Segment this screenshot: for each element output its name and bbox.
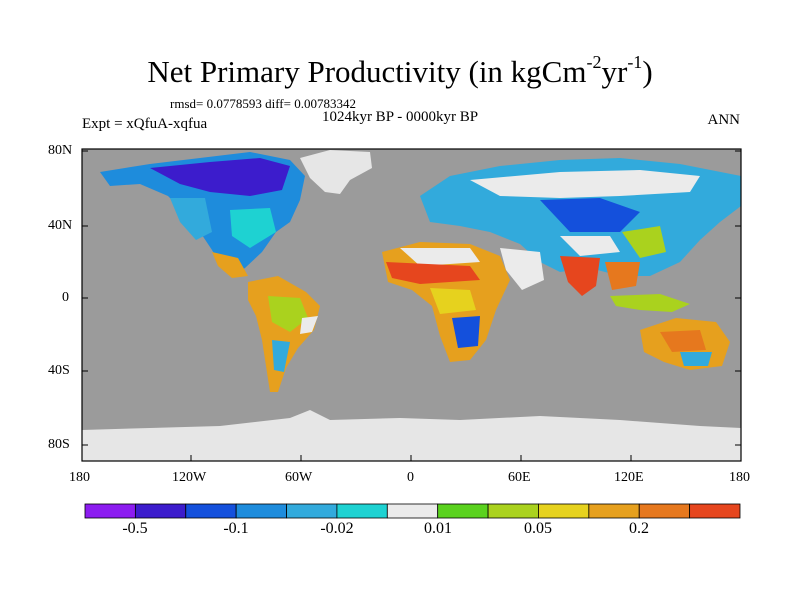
colorbar-swatch bbox=[638, 503, 691, 519]
x-tick-label: 60E bbox=[508, 470, 531, 485]
east-africa-blue bbox=[452, 316, 480, 348]
antarctica-landmass bbox=[82, 410, 741, 461]
colorbar-label: 0.01 bbox=[424, 520, 452, 537]
colorbar-swatch bbox=[538, 503, 590, 519]
rmsd-diff-stats: rmsd= 0.0778593 diff= 0.00783342 bbox=[170, 96, 356, 111]
colorbar-label: -0.5 bbox=[122, 520, 148, 537]
arabia-landmass bbox=[500, 248, 544, 290]
colorbar-swatch bbox=[336, 503, 388, 519]
china-yellow bbox=[622, 226, 666, 258]
period-label: 1024kyr BP - 0000kyr BP bbox=[321, 109, 479, 125]
canada-arctic-strong bbox=[150, 158, 290, 196]
colorbar-swatch bbox=[286, 503, 338, 519]
colorbar-swatch bbox=[185, 503, 237, 519]
colorbar-swatch bbox=[588, 503, 640, 519]
x-tick-marks bbox=[81, 455, 742, 461]
mexico-warm bbox=[212, 252, 248, 278]
chart-title: Net Primary Productivity (in kgCm-2yr-1) bbox=[147, 52, 653, 89]
sahara-white bbox=[400, 248, 480, 266]
australia-south-blue bbox=[680, 352, 712, 366]
colorbar-label: 0.2 bbox=[629, 520, 649, 537]
central-asia-blue bbox=[540, 198, 640, 232]
colorbar-swatch bbox=[487, 503, 539, 519]
australia-interior bbox=[660, 330, 706, 352]
congo-yellow bbox=[430, 288, 476, 314]
y-tick-label: 0 bbox=[62, 290, 69, 305]
indonesia-islands bbox=[610, 294, 690, 312]
amazon-mixed bbox=[268, 296, 308, 332]
colorbar-label: 0.05 bbox=[524, 520, 552, 537]
sa-south-blue bbox=[272, 340, 290, 372]
y-tick-label: 80N bbox=[48, 143, 73, 158]
india-warm bbox=[560, 256, 600, 296]
y-tick-label: 40S bbox=[48, 363, 70, 378]
colorbar bbox=[84, 503, 741, 519]
y-tick-label: 40N bbox=[48, 218, 73, 233]
season-label: ANN bbox=[707, 112, 741, 128]
colorbar-swatch bbox=[386, 503, 439, 519]
x-tick-label: 60W bbox=[285, 470, 313, 485]
colorbar-swatch bbox=[689, 503, 741, 519]
y-tick-marks bbox=[82, 150, 741, 446]
tibet-white bbox=[560, 236, 620, 256]
x-tick-label: 0 bbox=[407, 470, 414, 485]
greenland-landmass bbox=[300, 150, 372, 194]
na-west-cyan bbox=[170, 198, 212, 240]
x-tick-label: 120W bbox=[172, 470, 207, 485]
sa-gray-patch bbox=[300, 316, 318, 334]
x-tick-label: 120E bbox=[614, 470, 644, 485]
experiment-label: Expt = xQfuA-xqfua bbox=[82, 116, 208, 132]
colorbar-label: -0.1 bbox=[223, 520, 249, 537]
colorbar-label: -0.02 bbox=[320, 520, 354, 537]
colorbar-swatch bbox=[437, 503, 489, 519]
siberia-white bbox=[470, 170, 700, 198]
x-tick-label: 180 bbox=[729, 470, 750, 485]
colorbar-swatch bbox=[235, 503, 287, 519]
colorbar-swatch bbox=[84, 503, 136, 519]
x-tick-label: 180 bbox=[69, 470, 90, 485]
map-field bbox=[82, 149, 741, 461]
colorbar-swatch bbox=[134, 503, 187, 519]
se-asia-warm bbox=[605, 262, 640, 290]
sahel-red bbox=[386, 262, 480, 284]
na-east-band bbox=[230, 208, 276, 248]
y-tick-label: 80S bbox=[48, 437, 70, 452]
